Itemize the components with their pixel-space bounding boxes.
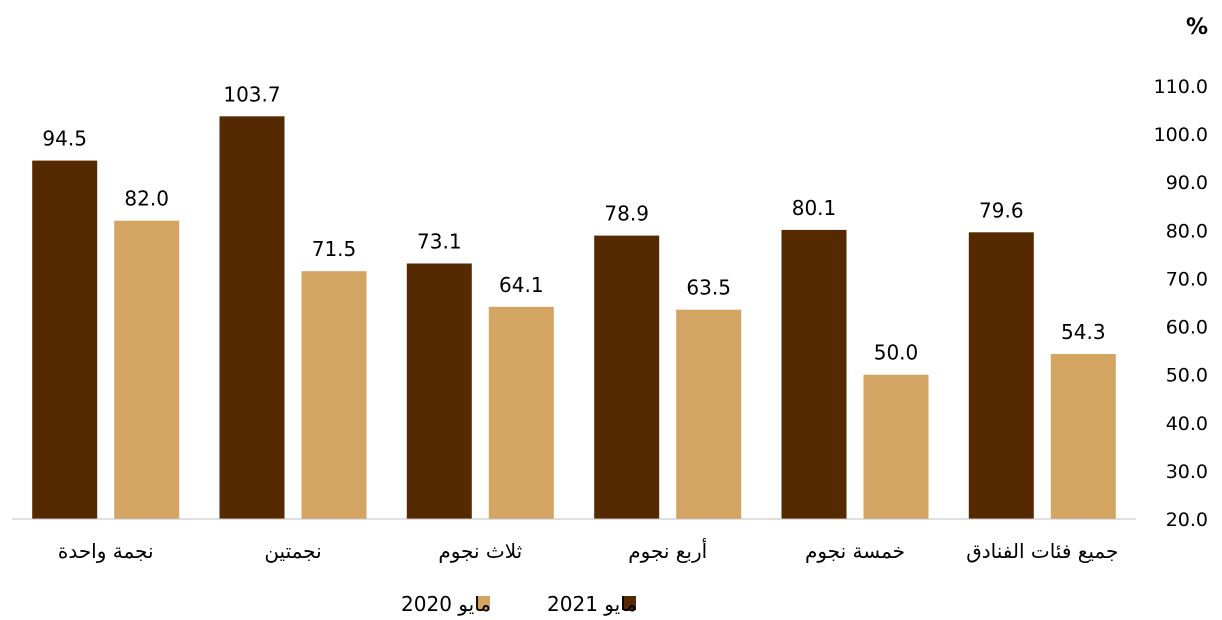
bar-s0-c0 <box>32 160 98 519</box>
value-label-s0-c2: 73.1 <box>417 230 462 254</box>
bar-s1-c3 <box>676 309 742 519</box>
bar-s0-c2 <box>406 263 472 519</box>
legend-label-may-2020: مايو 2020 <box>401 592 491 616</box>
value-label-s1-c1: 71.5 <box>312 237 357 261</box>
y-tick-label-4: 60.0 <box>1166 317 1208 339</box>
bar-s1-c4 <box>863 374 929 519</box>
value-label-s0-c5: 79.6 <box>979 198 1024 222</box>
value-label-s1-c3: 63.5 <box>686 276 731 300</box>
value-label-s0-c3: 78.9 <box>604 202 649 226</box>
value-label-s0-c1: 103.7 <box>223 82 280 106</box>
y-tick-label-1: 30.0 <box>1166 461 1208 483</box>
value-label-s1-c5: 54.3 <box>1061 320 1106 344</box>
bar-s0-c4 <box>781 229 847 519</box>
legend-label-may-2021: مايو 2021 <box>547 592 637 616</box>
value-label-s0-c4: 80.1 <box>792 196 837 220</box>
x-axis-categories: نجمة واحدة نجمتين ثلاث نجوم أربع نجوم خمسة ن… <box>58 538 1119 563</box>
value-label-s1-c2: 64.1 <box>499 273 544 297</box>
bar-s0-c1 <box>219 116 285 520</box>
category-label-2: ثلاث نجوم <box>438 539 522 563</box>
bar-s0-c3 <box>594 235 660 519</box>
y-tick-label-9: 110.0 <box>1154 76 1208 98</box>
legend-swatch-may-2021 <box>622 596 636 610</box>
bars-group <box>32 116 1116 520</box>
value-label-s1-c0: 82.0 <box>124 187 169 211</box>
y-tick-label-7: 90.0 <box>1166 172 1208 194</box>
y-tick-label-5: 70.0 <box>1166 268 1208 290</box>
y-tick-label-0: 20.0 <box>1166 509 1208 531</box>
y-tick-label-2: 40.0 <box>1166 413 1208 435</box>
y-axis-ticks: 20.0 30.0 40.0 50.0 60.0 70.0 80.0 90.0 100.0 110… <box>1154 76 1208 531</box>
y-tick-label-3: 50.0 <box>1166 365 1208 387</box>
legend-swatch-may-2020 <box>476 596 490 610</box>
category-label-3: أربع نجوم <box>628 538 707 563</box>
category-label-0: نجمة واحدة <box>58 539 154 563</box>
value-labels-group: 94.5 82.0 103.7 71.5 73.1 64.1 78.9 63.5 80.1 50.… <box>42 82 1105 364</box>
legend: مايو 2021 مايو 2020 <box>401 592 637 616</box>
bar-s1-c5 <box>1050 354 1116 519</box>
value-label-s0-c0: 94.5 <box>42 127 87 151</box>
category-label-1: نجمتين <box>264 539 321 563</box>
bar-s1-c2 <box>488 306 554 519</box>
y-axis-unit-label: % <box>1186 15 1208 40</box>
y-tick-label-8: 100.0 <box>1154 124 1208 146</box>
bar-s1-c1 <box>301 271 367 519</box>
category-label-4: خمسة نجوم <box>805 539 905 563</box>
bar-s0-c5 <box>968 232 1034 520</box>
y-tick-label-6: 80.0 <box>1166 220 1208 242</box>
value-label-s1-c4: 50.0 <box>874 341 919 365</box>
bar-s1-c0 <box>114 220 180 519</box>
category-label-5: جميع فئات الفنادق <box>966 539 1118 563</box>
